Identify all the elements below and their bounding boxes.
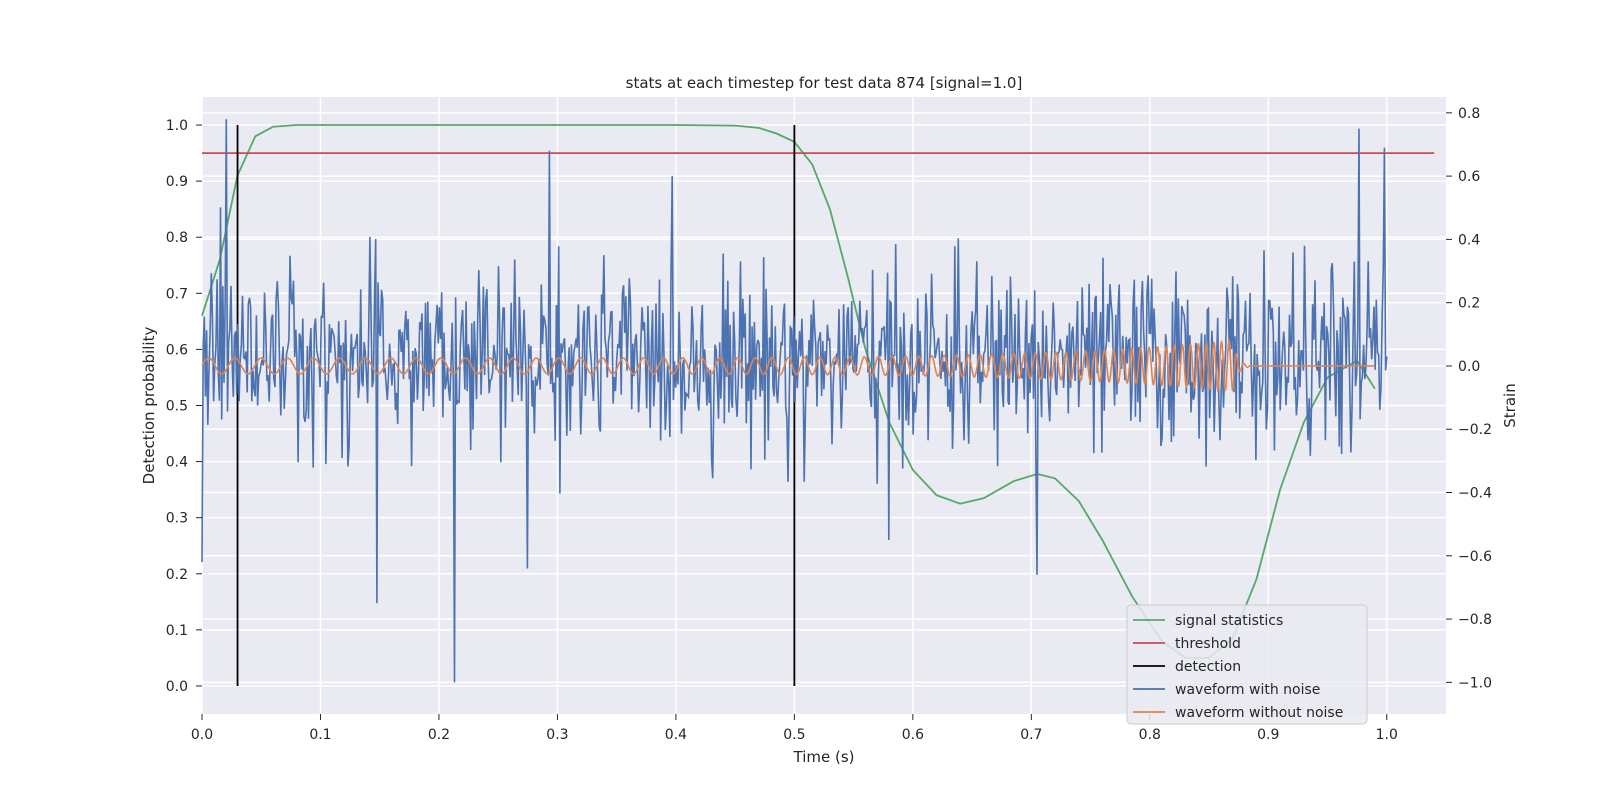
y-left-tick-label: 0.9 — [166, 174, 188, 190]
x-tick-label: 0.1 — [309, 727, 331, 743]
y-right-tick-label: 0.4 — [1458, 232, 1480, 248]
y-left-tick-label: 0.2 — [166, 567, 188, 583]
chart-title: stats at each timestep for test data 874… — [626, 74, 1023, 92]
x-tick-label: 0.2 — [428, 727, 450, 743]
y-left-tick-label: 0.4 — [166, 455, 188, 471]
y-left-tick-label: 0.6 — [166, 342, 188, 358]
data-layer — [201, 119, 1435, 686]
y-left-tick-label: 0.8 — [166, 230, 188, 246]
legend: signal statistics threshold detection wavef… — [1126, 604, 1368, 725]
y-left-tick-label: 0.3 — [166, 511, 188, 527]
x-tick-label: 0.7 — [1020, 727, 1042, 743]
y-right-tick-label: −0.6 — [1458, 549, 1492, 565]
y-right-tick-label: −0.8 — [1458, 612, 1492, 628]
x-axis-label: Time (s) — [793, 748, 855, 766]
x-tick-label: 0.8 — [1139, 727, 1161, 743]
y-left-tick-label: 0.0 — [166, 679, 188, 695]
y-right-tick-label: 0.0 — [1458, 359, 1480, 375]
legend-label: signal statistics — [1175, 613, 1283, 629]
legend-label: waveform without noise — [1175, 705, 1343, 721]
y-left-tick-label: 0.7 — [166, 286, 188, 302]
y-right-tick-label: −1.0 — [1458, 675, 1492, 691]
x-tick-label: 0.3 — [546, 727, 568, 743]
axes: 0.0 0.1 0.2 0.3 0.4 0.5 0.6 0.7 0.8 0.9 1.0 0.0 0.1 0… — [166, 106, 1492, 743]
y-axis-label-left: Detection probability — [140, 327, 158, 485]
x-tick-label: 0.4 — [665, 727, 687, 743]
legend-label: detection — [1175, 659, 1241, 675]
legend-frame — [1126, 604, 1368, 725]
series-waveform-without-noise — [201, 338, 1375, 393]
y-left-tick-label: 0.1 — [166, 623, 188, 639]
y-right-tick-label: 0.2 — [1458, 296, 1480, 312]
y-left-tick-label: 1.0 — [166, 118, 188, 134]
x-tick-label: 0.0 — [191, 727, 213, 743]
legend-label: threshold — [1175, 636, 1241, 652]
x-tick-label: 0.5 — [783, 727, 805, 743]
y-right-tick-label: −0.4 — [1458, 486, 1492, 502]
x-tick-label: 0.6 — [902, 727, 924, 743]
x-tick-label: 1.0 — [1376, 727, 1398, 743]
x-tick-label: 0.9 — [1257, 727, 1279, 743]
y-right-tick-label: 0.6 — [1458, 169, 1480, 185]
y-left-tick-label: 0.5 — [166, 399, 188, 415]
y-right-tick-label: −0.2 — [1458, 422, 1492, 438]
y-axis-label-right: Strain — [1501, 383, 1519, 427]
y-right-tick-label: 0.8 — [1458, 106, 1480, 122]
legend-label: waveform with noise — [1175, 682, 1320, 698]
